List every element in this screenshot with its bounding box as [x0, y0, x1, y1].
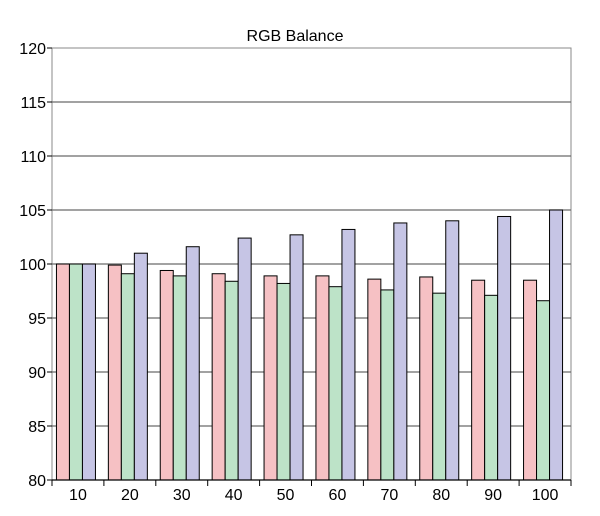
bar: [380, 289, 395, 481]
bar: [120, 273, 135, 481]
bar: [328, 286, 343, 481]
bars: [55, 209, 564, 481]
bar: [276, 282, 291, 481]
bar: [263, 275, 278, 481]
bar: [55, 263, 70, 481]
x-tick-label: 50: [277, 487, 295, 504]
chart-title: RGB Balance: [247, 28, 344, 45]
y-tick-label: 120: [19, 41, 46, 58]
x-tick-label: 30: [173, 487, 191, 504]
x-tick-label: 40: [225, 487, 243, 504]
bar: [315, 275, 330, 481]
bar: [497, 215, 512, 481]
bar: [107, 264, 122, 481]
bar: [172, 275, 187, 481]
bar: [68, 263, 83, 481]
x-tick-label: 10: [69, 487, 87, 504]
bar: [432, 292, 447, 481]
y-tick-label: 105: [19, 203, 46, 220]
bar: [224, 280, 239, 481]
x-tick-label: 20: [121, 487, 139, 504]
x-axis: 10 20 30 40 50 60 70 80 90 100: [51, 479, 572, 504]
bar: [549, 209, 564, 481]
bar: [471, 279, 486, 481]
y-tick-label: 90: [28, 365, 46, 382]
bar: [237, 237, 252, 481]
bar: [341, 228, 356, 481]
y-tick-label: 115: [20, 95, 46, 112]
y-tick-label: 80: [28, 473, 46, 490]
bar: [185, 246, 200, 481]
bar: [133, 252, 148, 481]
bar: [211, 273, 226, 481]
x-tick-label: 100: [532, 487, 559, 504]
bar: [393, 222, 408, 481]
bar: [367, 278, 382, 481]
y-tick-label: 100: [19, 257, 46, 274]
y-tick-label: 110: [20, 149, 46, 166]
y-tick-label: 95: [28, 311, 46, 328]
bar: [419, 276, 434, 481]
bar: [523, 279, 538, 481]
bar: [81, 263, 96, 481]
bar: [484, 294, 499, 481]
x-tick-label: 80: [432, 487, 450, 504]
bar: [289, 234, 304, 481]
bar: [536, 300, 551, 481]
bar: [445, 220, 460, 481]
y-tick-label: 85: [28, 419, 46, 436]
y-axis: 80 85 90 95 100 105 110 115 120: [19, 41, 52, 490]
x-tick-label: 60: [329, 487, 347, 504]
x-tick-label: 70: [380, 487, 398, 504]
bar: [159, 269, 174, 481]
x-tick-label: 90: [484, 487, 502, 504]
